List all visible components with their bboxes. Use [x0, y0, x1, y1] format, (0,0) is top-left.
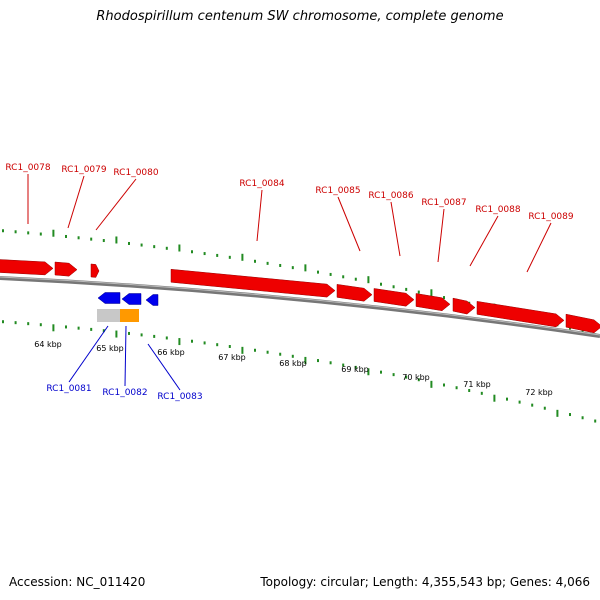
callout-line [124, 325, 127, 387]
callout-line [256, 189, 263, 242]
kbp-label: 67 kbp [218, 353, 246, 362]
gene-label-rc1-0084[interactable]: RC1_0084 [239, 179, 284, 189]
bottom-tick-row [2, 320, 597, 423]
forward-gene-arrow[interactable] [54, 261, 78, 277]
kbp-labels: 64 kbp 65 kbp 66 kbp 67 kbp 68 kbp 69 kbp 70 k… [34, 340, 553, 397]
gene-label-rc1-0079[interactable]: RC1_0079 [61, 165, 106, 175]
kbp-label: 70 kbp [402, 373, 430, 382]
kbp-label: 66 kbp [157, 348, 185, 357]
gene-label-rc1-0082[interactable]: RC1_0082 [102, 388, 147, 398]
gene-label-rc1-0078[interactable]: RC1_0078 [5, 163, 50, 173]
callout-line [68, 325, 109, 383]
reverse-gene-arrow[interactable] [145, 294, 159, 306]
kbp-label: 65 kbp [96, 344, 124, 353]
callout-line [469, 215, 499, 267]
callout-line [390, 201, 401, 257]
gene-label-rc1-0081[interactable]: RC1_0081 [46, 384, 91, 394]
chromosome-backbone-highlight [0, 276, 600, 336]
gene-callouts: RC1_0078 RC1_0079 RC1_0080 RC1_0084 RC1_0085… [5, 163, 573, 402]
accession-text: Accession: NC_011420 [9, 575, 146, 589]
gene-features [0, 259, 600, 334]
callout-line [526, 222, 552, 273]
orange-feature-block[interactable] [120, 309, 139, 322]
kbp-label: 64 kbp [34, 340, 62, 349]
forward-gene-arrow[interactable] [452, 297, 476, 315]
callout-line [95, 178, 137, 231]
reverse-gene-arrow[interactable] [121, 293, 142, 305]
reverse-gene-arrow[interactable] [97, 292, 121, 304]
forward-gene-arrow[interactable] [0, 259, 54, 276]
chromosome-backbone [0, 276, 600, 338]
callout-line [67, 175, 85, 229]
gene-label-rc1-0089[interactable]: RC1_0089 [528, 212, 573, 222]
callout-line [337, 196, 361, 252]
forward-gene-arrow[interactable] [336, 284, 373, 302]
forward-gene-arrow[interactable] [565, 313, 600, 334]
gene-label-rc1-0087[interactable]: RC1_0087 [421, 198, 466, 208]
callout-line [437, 208, 445, 263]
gene-label-rc1-0080[interactable]: RC1_0080 [113, 168, 158, 178]
genome-stats-text: Topology: circular; Length: 4,355,543 bp… [260, 575, 590, 589]
forward-gene-arrow[interactable] [170, 268, 336, 298]
kbp-label: 68 kbp [279, 359, 307, 368]
kbp-label: 69 kbp [341, 365, 369, 374]
forward-gene-arrow[interactable] [415, 293, 451, 312]
gene-label-rc1-0083[interactable]: RC1_0083 [157, 392, 202, 402]
gene-label-rc1-0085[interactable]: RC1_0085 [315, 186, 360, 196]
grey-feature-block[interactable] [97, 309, 120, 322]
callout-line [147, 343, 181, 391]
gene-label-rc1-0086[interactable]: RC1_0086 [368, 191, 413, 201]
gene-label-rc1-0088[interactable]: RC1_0088 [475, 205, 520, 215]
kbp-label: 71 kbp [463, 380, 491, 389]
forward-gene-arrow[interactable] [90, 263, 100, 278]
forward-gene-arrow[interactable] [373, 288, 415, 307]
map-title: Rhodospirillum centenum SW chromosome, c… [96, 9, 504, 24]
forward-gene-arrow[interactable] [476, 301, 565, 328]
kbp-label: 72 kbp [525, 388, 553, 397]
